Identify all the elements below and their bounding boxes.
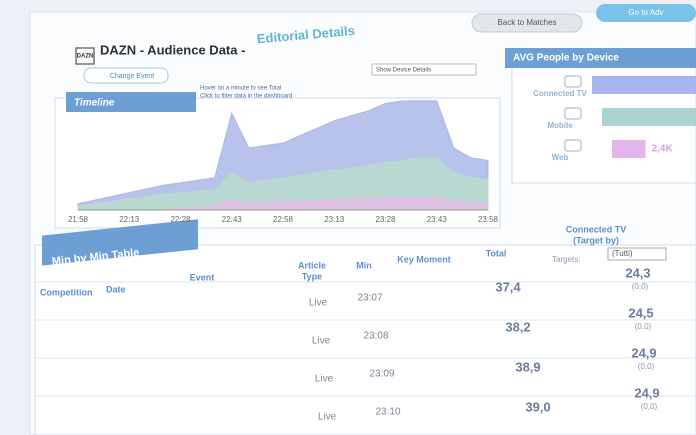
timeline-hint: Click to filter data in the dashboard — [200, 94, 292, 100]
device-select[interactable] — [371, 63, 477, 76]
back-button[interactable] — [471, 13, 583, 33]
targets-select[interactable] — [607, 247, 667, 261]
cell-min: 23:08 — [363, 331, 388, 342]
page-title: DAZN - Audience Data - — [100, 42, 245, 57]
device-bar — [592, 76, 696, 94]
cell-total: 38,2 — [505, 319, 530, 334]
back-button-label[interactable]: Back to Matches — [497, 18, 556, 27]
cell-ctv-sub: (0,0) — [641, 402, 658, 411]
cell-min: 23:10 — [375, 407, 400, 418]
device-icon — [564, 139, 582, 152]
device-icon — [564, 107, 582, 120]
cell-type: Live — [315, 374, 334, 385]
cell-ctv: 24,9 — [631, 345, 656, 360]
x-tick-label: 22:28 — [170, 215, 191, 224]
x-tick-label: 23:58 — [478, 215, 499, 224]
device-value-label: 2,4K — [652, 144, 674, 155]
x-tick-label: 23:28 — [375, 215, 396, 224]
adv-button[interactable] — [596, 4, 696, 22]
x-tick-label: 22:43 — [222, 215, 243, 224]
adv-button-label[interactable]: Go to Adv — [628, 8, 663, 17]
cell-total: 39,0 — [525, 399, 550, 414]
device-label: Web — [552, 153, 569, 162]
table-tab — [42, 219, 198, 266]
device-label: Connected TV — [533, 89, 587, 98]
cell-ctv-sub: (0,0) — [635, 322, 652, 331]
device-icon — [564, 75, 582, 88]
logo — [75, 47, 95, 65]
column-header: Connected TV — [566, 224, 627, 234]
x-tick-label: 23:13 — [324, 215, 345, 224]
column-header: Min — [356, 260, 372, 270]
device-select-label[interactable]: Show Device Details — [376, 68, 431, 74]
column-header: Event — [190, 272, 215, 282]
column-header: Article — [298, 260, 326, 270]
device-title: AVG People by Device — [513, 53, 619, 64]
column-header: Competition — [40, 287, 93, 297]
cell-total: 38,9 — [515, 359, 540, 374]
x-tick-label: 21:58 — [68, 215, 89, 224]
cell-ctv: 24,9 — [634, 385, 659, 400]
device-label: Mobile — [547, 121, 573, 130]
column-header: Type — [302, 271, 322, 281]
area — [77, 157, 489, 211]
change-event-button[interactable] — [83, 67, 169, 84]
column-header: (Target by) — [573, 235, 619, 245]
x-tick-label: 22:58 — [273, 215, 294, 224]
cell-ctv-sub: (0,0) — [632, 282, 649, 291]
device-bar — [612, 140, 646, 158]
column-header: Total — [486, 248, 507, 258]
cell-type: Live — [309, 298, 328, 309]
cell-type: Live — [318, 412, 337, 423]
cell-type: Live — [312, 336, 331, 347]
x-tick-label: 22:13 — [119, 215, 140, 224]
device-bar — [602, 108, 696, 126]
brand: DAZN — [77, 54, 94, 60]
table-panel — [34, 244, 696, 435]
cell-total: 37,4 — [495, 279, 521, 294]
change-event-label[interactable]: Change Event — [110, 73, 154, 80]
cell-ctv: 24,5 — [628, 305, 653, 320]
timeline-title: Timeline — [74, 98, 115, 109]
targets-label: Targets: — [552, 255, 580, 264]
timeline-hint: Hover on a minute to see Total — [200, 86, 281, 92]
timeline-tab — [66, 92, 196, 112]
targets-select-label[interactable]: (Tutti) — [612, 249, 633, 258]
cell-min: 23:07 — [357, 293, 382, 304]
cell-ctv: 24,3 — [625, 265, 650, 280]
column-header: Key Moment — [397, 254, 451, 264]
device-tab — [505, 48, 696, 68]
column-header: Date — [106, 284, 126, 294]
cell-min: 23:09 — [369, 369, 394, 380]
x-tick-label: 23:43 — [427, 215, 448, 224]
cell-ctv-sub: (0,0) — [638, 362, 655, 371]
